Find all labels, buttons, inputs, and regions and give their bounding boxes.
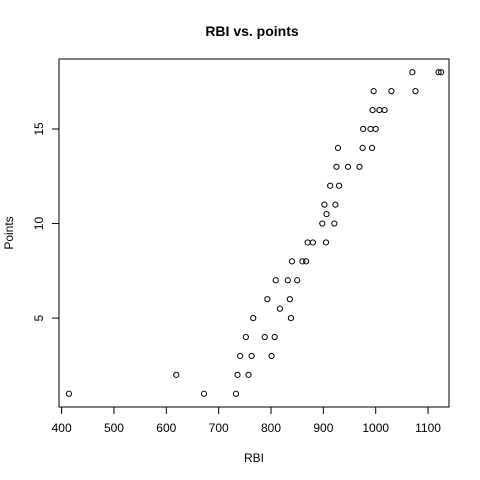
data-point bbox=[288, 258, 296, 265]
data-point bbox=[309, 239, 316, 246]
x-tick-label: 700 bbox=[209, 421, 229, 435]
data-point bbox=[372, 125, 379, 133]
data-point bbox=[322, 239, 330, 246]
x-axis: 400 500 600 700 800 900 1000 1100 bbox=[52, 407, 441, 435]
data-point bbox=[332, 201, 339, 208]
data-point bbox=[200, 390, 208, 397]
data-point bbox=[286, 296, 293, 303]
data-point bbox=[412, 88, 419, 95]
data-point bbox=[232, 390, 240, 397]
data-point bbox=[368, 144, 376, 151]
data-point bbox=[287, 315, 295, 322]
y-tick-label: 15 bbox=[32, 122, 46, 136]
data-point bbox=[381, 106, 388, 114]
data-point bbox=[334, 144, 342, 151]
data-point bbox=[388, 88, 395, 95]
x-tick-label: 400 bbox=[52, 421, 72, 435]
data-point bbox=[304, 239, 311, 246]
data-point bbox=[370, 88, 377, 95]
data-points bbox=[65, 69, 445, 397]
plot-frame bbox=[58, 58, 450, 408]
data-point bbox=[250, 315, 257, 322]
data-point bbox=[327, 182, 334, 189]
data-point bbox=[344, 163, 352, 170]
data-point bbox=[261, 333, 268, 341]
data-point bbox=[234, 371, 241, 378]
data-point bbox=[294, 277, 301, 284]
data-point bbox=[319, 220, 326, 227]
data-point bbox=[268, 352, 275, 360]
data-point bbox=[321, 201, 328, 208]
data-point bbox=[331, 220, 338, 227]
data-point bbox=[302, 258, 310, 265]
data-point bbox=[276, 305, 284, 312]
data-point bbox=[242, 333, 249, 341]
data-point bbox=[369, 106, 376, 114]
data-point bbox=[248, 352, 255, 360]
data-point bbox=[409, 69, 416, 76]
x-tick-label: 1100 bbox=[415, 421, 441, 435]
data-point bbox=[360, 125, 367, 133]
data-point bbox=[323, 210, 330, 218]
data-point bbox=[359, 144, 366, 151]
x-axis-label: RBI bbox=[244, 451, 264, 465]
y-tick-label: 10 bbox=[32, 217, 46, 231]
chart-title: RBI vs. points bbox=[205, 23, 299, 39]
x-tick-label: 800 bbox=[261, 421, 281, 435]
data-point bbox=[245, 371, 252, 378]
y-axis: 5 10 15 bbox=[32, 122, 59, 321]
data-point bbox=[299, 258, 306, 265]
data-point bbox=[237, 352, 244, 360]
x-tick-label: 600 bbox=[156, 421, 176, 435]
x-tick-label: 900 bbox=[313, 421, 333, 435]
data-point bbox=[367, 125, 374, 133]
y-axis-label: Points bbox=[2, 216, 16, 249]
data-point bbox=[438, 69, 445, 76]
data-point bbox=[264, 296, 271, 303]
data-point bbox=[335, 182, 343, 189]
data-point bbox=[271, 333, 278, 341]
data-point bbox=[333, 163, 340, 170]
data-point bbox=[356, 163, 363, 170]
data-point bbox=[284, 277, 291, 284]
data-point bbox=[173, 371, 180, 378]
x-tick-label: 1000 bbox=[362, 421, 389, 435]
data-point bbox=[376, 106, 383, 114]
data-point bbox=[272, 277, 279, 284]
data-point bbox=[65, 390, 73, 397]
y-tick-label: 5 bbox=[32, 314, 46, 321]
x-tick-label: 500 bbox=[104, 421, 124, 435]
data-point bbox=[435, 69, 442, 76]
